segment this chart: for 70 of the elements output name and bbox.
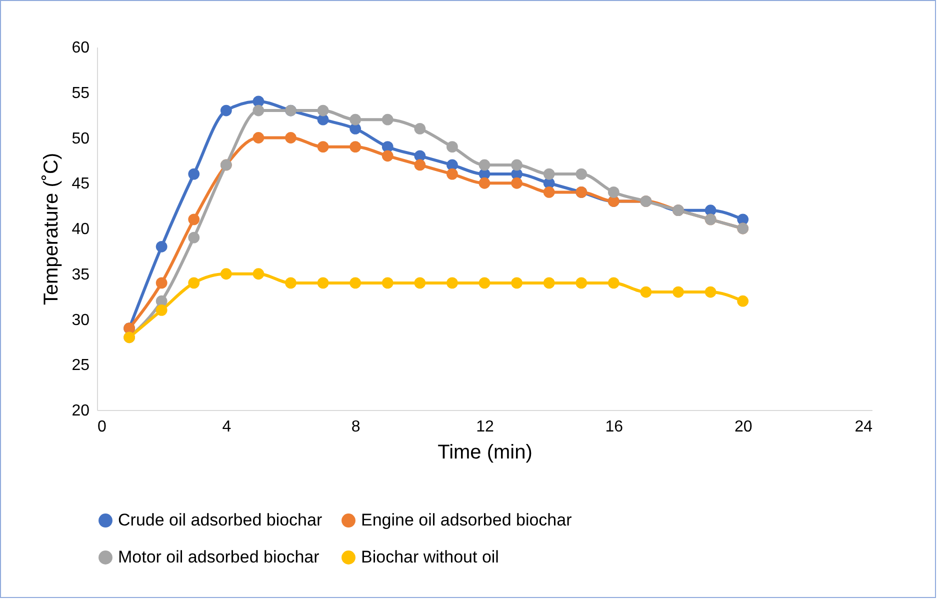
point: [543, 168, 555, 180]
point: [478, 277, 490, 289]
point: [188, 168, 200, 180]
x-tick-label: 12: [476, 418, 494, 436]
point: [414, 150, 426, 162]
y-tick-label: 40: [72, 221, 90, 238]
point: [252, 268, 264, 280]
point: [511, 177, 522, 189]
x-tick-label: 24: [854, 418, 873, 436]
point: [414, 277, 426, 289]
point: [317, 277, 329, 289]
point: [543, 186, 555, 198]
y-tick-label: 20: [72, 402, 90, 420]
x-axis-title: Time (min): [438, 442, 532, 464]
point: [478, 177, 490, 189]
y-axis-title: Temperature (˚C): [40, 152, 63, 306]
point: [576, 277, 588, 289]
point: [414, 159, 426, 171]
y-tick-label: 45: [72, 176, 90, 193]
y-tick-label: 60: [72, 40, 90, 56]
point: [478, 159, 490, 171]
x-tick-label: 0: [98, 418, 106, 436]
point: [414, 122, 426, 134]
point: [317, 104, 329, 116]
point: [252, 104, 264, 116]
point: [156, 304, 168, 316]
legend-label: Biochar without oil: [361, 548, 499, 566]
point: [737, 295, 749, 307]
y-tick-label: 55: [72, 84, 90, 102]
legend-label: Motor oil adsorbed biochar: [118, 548, 320, 566]
point: [543, 277, 555, 289]
point: [382, 114, 394, 126]
point: [156, 277, 168, 289]
point: [576, 168, 588, 180]
point: [220, 104, 232, 116]
y-tick-label: 35: [72, 266, 90, 284]
point: [511, 159, 522, 171]
x-tick-label: 20: [734, 418, 752, 436]
point: [252, 132, 264, 144]
point: [188, 232, 200, 244]
point: [285, 132, 296, 144]
x-tick-label: 8: [351, 418, 360, 436]
point: [737, 214, 749, 226]
point: [608, 186, 620, 198]
point: [220, 268, 232, 280]
point: [446, 277, 458, 289]
y-tick-label: 30: [72, 312, 90, 329]
point: [156, 240, 168, 252]
point: [285, 277, 296, 289]
point: [188, 214, 200, 226]
point: [188, 277, 200, 289]
point: [446, 141, 458, 153]
point: [382, 150, 394, 162]
point: [382, 277, 394, 289]
x-tick-label: 4: [222, 418, 232, 436]
point: [608, 277, 620, 289]
point: [672, 286, 684, 298]
y-tick-label: 25: [72, 357, 90, 374]
point: [350, 141, 362, 153]
point: [350, 114, 362, 126]
point: [350, 277, 362, 289]
point: [511, 277, 522, 289]
point: [640, 286, 652, 298]
point: [317, 141, 329, 153]
x-tick-label: 16: [605, 418, 624, 436]
point: [704, 286, 716, 298]
y-tick-label: 50: [72, 130, 90, 148]
legend-label: Engine oil adsorbed biochar: [361, 510, 572, 530]
legend-label: Crude oil adsorbed biochar: [118, 510, 322, 530]
point: [446, 168, 458, 180]
